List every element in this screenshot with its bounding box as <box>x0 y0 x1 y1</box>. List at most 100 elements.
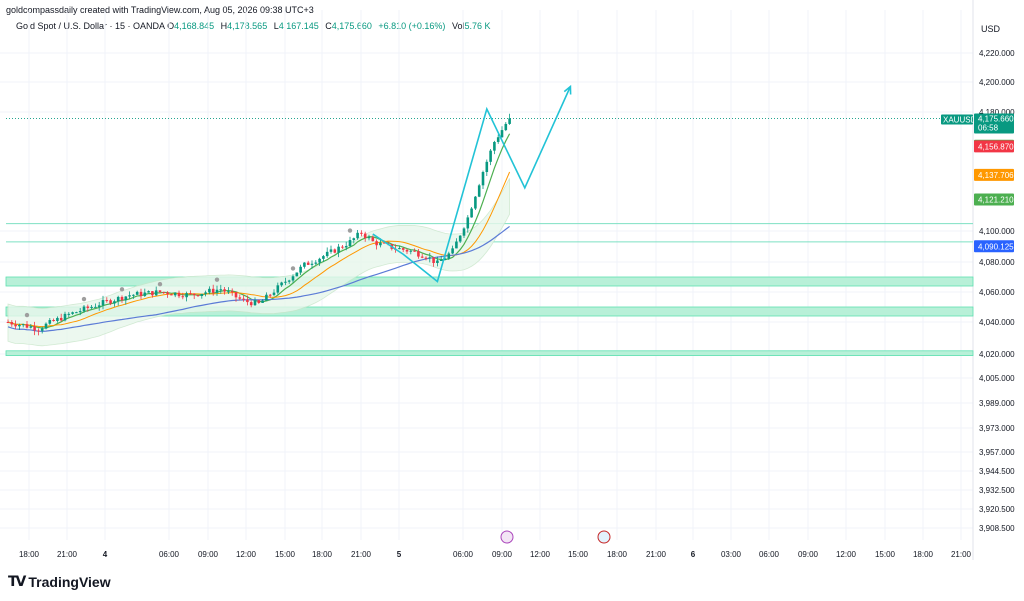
candle-body <box>352 238 356 241</box>
candle-body <box>329 249 333 252</box>
candle-body <box>439 260 443 262</box>
candle-body <box>10 322 14 325</box>
candle-body <box>466 217 470 229</box>
candle-body <box>474 196 477 209</box>
price-tick-label: 3,920.500 <box>979 505 1015 514</box>
candle-body <box>428 257 432 259</box>
candle-body <box>489 150 492 162</box>
candle-body <box>200 293 204 297</box>
candle-body <box>485 161 489 173</box>
price-tick-label: 3,908.500 <box>979 524 1015 533</box>
indicator-dot <box>119 287 125 292</box>
candle-body <box>462 228 466 236</box>
candle-body <box>265 294 268 301</box>
candle-body <box>37 330 40 332</box>
candle-body <box>295 272 299 277</box>
ohlc-open-label: O <box>167 21 175 31</box>
volume-label: Vol <box>451 21 465 31</box>
candle-body <box>333 249 337 253</box>
candle-body <box>356 232 359 239</box>
candle-body <box>101 300 105 306</box>
candle-body <box>268 294 272 296</box>
candle-body <box>291 276 295 281</box>
candle-body <box>371 237 375 242</box>
candle-body <box>21 324 25 326</box>
candle-body <box>82 306 86 312</box>
time-tick-label: 09:00 <box>798 550 819 559</box>
currency-label[interactable]: USD <box>981 24 1001 34</box>
candle-body <box>496 137 500 142</box>
candle-body <box>303 262 306 267</box>
candle-body <box>97 305 101 307</box>
volume-value: 5.76 K <box>464 21 491 31</box>
candle-body <box>325 251 329 257</box>
candle-body <box>458 235 462 242</box>
candle-body <box>40 328 44 331</box>
candle-body <box>14 324 17 327</box>
ohlc-change-value: +6.810 (+0.16%) <box>378 21 446 31</box>
candle-body <box>284 281 287 283</box>
tradingview-logo[interactable]: TV TradingView <box>8 574 111 590</box>
candle-body <box>223 289 226 292</box>
time-tick-label: 6 <box>691 550 696 559</box>
candle-body <box>124 296 128 301</box>
candle-body <box>230 291 234 293</box>
time-tick-label: 15:00 <box>568 550 589 559</box>
candlestick-series <box>6 113 511 336</box>
candle-body <box>500 130 504 138</box>
time-axis: 18:00 21:00 4 06:00 09:00 12:00 15:00 18:00 21:0… <box>19 550 972 559</box>
candle-body <box>211 288 215 293</box>
candle-body <box>132 294 135 296</box>
price-tick-label: 3,989.000 <box>979 399 1015 408</box>
candle-body <box>287 280 291 282</box>
price-tag <box>974 168 1014 181</box>
candle-body <box>413 250 416 252</box>
ohlc-high-value: 4,178.565 <box>227 21 268 31</box>
candle-body <box>185 293 188 298</box>
candle-body <box>29 326 33 328</box>
candle-body <box>71 312 74 314</box>
time-tick-label: 09:00 <box>492 550 513 559</box>
candle-body <box>443 258 447 261</box>
price-tag <box>974 240 1014 253</box>
projection-arrowhead <box>563 84 572 95</box>
candle-body <box>86 306 90 308</box>
ohlc-open-value: 4,168.845 <box>174 21 215 31</box>
candle-body <box>310 263 314 265</box>
price-tag-value: 4,156.870 <box>978 142 1014 151</box>
candle-body <box>234 292 238 298</box>
candle-body <box>63 313 67 321</box>
time-tick-label: 4 <box>103 550 108 559</box>
candle-body <box>56 317 59 321</box>
time-tick-label: 18:00 <box>312 550 333 559</box>
candle-body <box>257 300 261 303</box>
candle-body <box>337 246 340 253</box>
candle-body <box>67 313 71 315</box>
candle-body <box>451 248 454 254</box>
symbol-name[interactable]: Gold Spot / U.S. Dollar · 15 · OANDA <box>16 21 165 31</box>
candle-body <box>143 292 147 296</box>
candle-body <box>109 300 112 304</box>
candle-body <box>470 208 473 218</box>
time-tick-label: 06:00 <box>159 550 180 559</box>
event-markers <box>500 530 611 544</box>
candle-body <box>379 242 382 246</box>
symbol-tag-label: XAUUSD <box>943 115 977 124</box>
candle-body <box>367 237 371 239</box>
candle-body <box>90 306 93 308</box>
tradingview-logo-icon: TV <box>8 574 26 590</box>
candle-body <box>508 118 511 124</box>
price-tick-label: 4,020.000 <box>979 350 1015 359</box>
price-tick-label: 4,080.000 <box>979 258 1015 267</box>
ma-mid-line <box>7 171 511 328</box>
candle-body <box>424 257 428 259</box>
ohlc-close-value: 4,175.660 <box>331 21 372 31</box>
candle-body <box>272 292 276 295</box>
time-tick-label: 18:00 <box>913 550 934 559</box>
candle-body <box>52 320 55 322</box>
candle-body <box>246 299 249 303</box>
candle-body <box>147 291 150 293</box>
time-tick-label: 18:00 <box>607 550 628 559</box>
candle-body <box>139 291 143 296</box>
